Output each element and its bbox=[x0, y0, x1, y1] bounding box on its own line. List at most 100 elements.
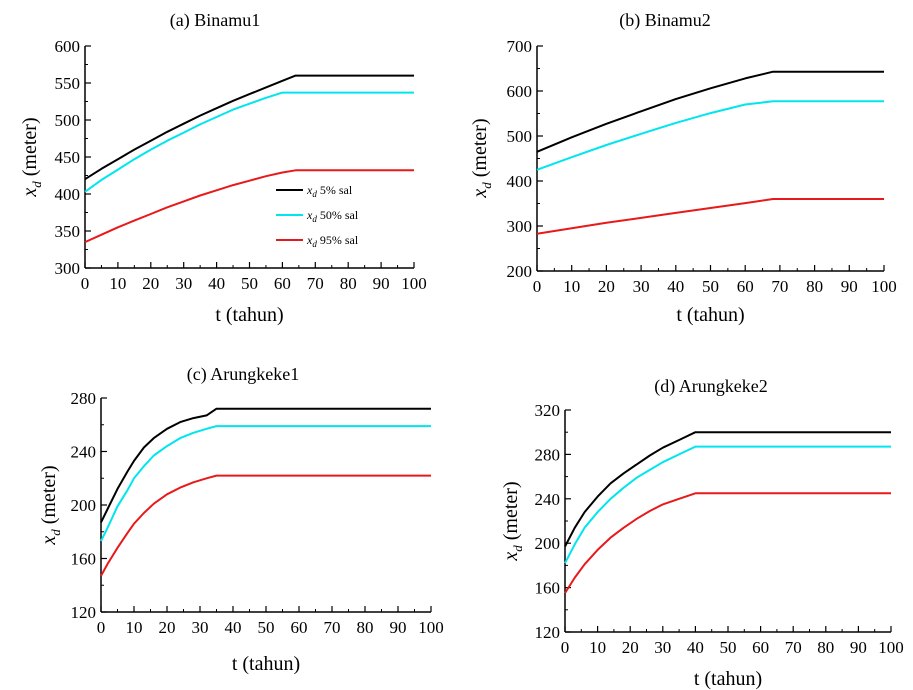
series-line-p95 bbox=[100, 474, 431, 577]
x-tick-label: 60 bbox=[274, 274, 291, 293]
series-line-p5 bbox=[536, 70, 884, 153]
x-tick-label: 90 bbox=[850, 638, 867, 657]
x-tick-label: 70 bbox=[785, 638, 802, 657]
x-tick-label: 70 bbox=[324, 618, 341, 637]
y-tick-label: 120 bbox=[535, 623, 561, 642]
y-tick-label: 500 bbox=[55, 111, 81, 130]
x-tick-label: 90 bbox=[373, 274, 390, 293]
x-tick-label: 100 bbox=[878, 638, 904, 657]
series-line-p95 bbox=[564, 492, 891, 594]
y-tick-label: 160 bbox=[71, 550, 97, 569]
x-axis-label: t (tahun) bbox=[232, 653, 300, 675]
y-tick-label: 240 bbox=[535, 490, 561, 509]
y-tick-label: 200 bbox=[535, 534, 561, 553]
y-tick-label: 280 bbox=[71, 389, 97, 408]
y-axis-label: xd (meter) bbox=[469, 118, 494, 198]
series-line-p50 bbox=[536, 100, 884, 171]
y-tick-label: 600 bbox=[507, 82, 533, 101]
panel-a: (a) Binamu1 0 10 20 30 40 50 60 70 80 90 100 300 350 4… bbox=[19, 10, 427, 326]
y-axis-label: xd (meter) bbox=[19, 117, 44, 197]
x-axis-label: t (tahun) bbox=[694, 668, 762, 690]
x-tick-label: 40 bbox=[208, 274, 225, 293]
x-tick-label: 100 bbox=[418, 618, 444, 637]
legend: xd 5% sal xd 50% sal xd 95% sal bbox=[276, 183, 359, 249]
y-tick-label: 300 bbox=[507, 217, 533, 236]
x-tick-label: 40 bbox=[687, 638, 704, 657]
x-axis-label: t (tahun) bbox=[215, 304, 283, 326]
panel-title: (d) Arungkeke2 bbox=[654, 376, 767, 397]
panel-b: (b) Binamu2 0 10 20 30 40 50 60 70 80 90 100 200 300 4… bbox=[469, 10, 897, 326]
x-tick-label: 0 bbox=[97, 618, 106, 637]
x-tick-label: 10 bbox=[126, 618, 143, 637]
x-tick-label: 80 bbox=[340, 274, 357, 293]
x-tick-label: 60 bbox=[737, 277, 754, 296]
y-tick-label: 350 bbox=[55, 222, 81, 241]
y-tick-label: 500 bbox=[507, 127, 533, 146]
y-tick-label: 160 bbox=[535, 579, 561, 598]
y-tick-label: 200 bbox=[507, 262, 533, 281]
panel-d: (d) Arungkeke2 0 10 20 30 40 50 60 70 80 90 100 120 1… bbox=[500, 376, 904, 690]
y-tick-label: 200 bbox=[71, 496, 97, 515]
series-line-p95 bbox=[84, 169, 414, 244]
x-tick-label: 80 bbox=[357, 618, 374, 637]
series-line-p5 bbox=[84, 74, 414, 181]
y-tick-label: 400 bbox=[55, 185, 81, 204]
y-tick-label: 240 bbox=[71, 443, 97, 462]
x-tick-label: 100 bbox=[401, 274, 427, 293]
x-tick-label: 60 bbox=[291, 618, 308, 637]
x-tick-label: 0 bbox=[81, 274, 90, 293]
x-axis-label: t (tahun) bbox=[676, 304, 744, 326]
y-tick-label: 400 bbox=[507, 172, 533, 191]
x-tick-label: 20 bbox=[142, 274, 159, 293]
x-tick-label: 90 bbox=[841, 277, 858, 296]
y-tick-label: 700 bbox=[507, 37, 533, 56]
x-tick-label: 50 bbox=[720, 638, 737, 657]
series-line-p5 bbox=[100, 407, 431, 523]
x-tick-label: 10 bbox=[109, 274, 126, 293]
panel-title: (c) Arungkeke1 bbox=[187, 364, 299, 385]
x-tick-label: 20 bbox=[622, 638, 639, 657]
x-tick-label: 60 bbox=[752, 638, 769, 657]
x-tick-label: 70 bbox=[307, 274, 324, 293]
y-tick-label: 120 bbox=[71, 603, 97, 622]
x-tick-label: 0 bbox=[561, 638, 570, 657]
y-tick-label: 300 bbox=[55, 259, 81, 278]
y-tick-label: 280 bbox=[535, 445, 561, 464]
series-line-p50 bbox=[564, 445, 891, 564]
x-tick-label: 30 bbox=[192, 618, 209, 637]
y-tick-label: 450 bbox=[55, 148, 81, 167]
x-tick-label: 30 bbox=[654, 638, 671, 657]
y-axis-label: xd (meter) bbox=[500, 481, 525, 561]
legend-label: xd 5% sal bbox=[306, 183, 353, 199]
x-tick-label: 70 bbox=[771, 277, 788, 296]
series-line-p50 bbox=[84, 91, 414, 193]
x-tick-label: 100 bbox=[871, 277, 897, 296]
series-line-p5 bbox=[564, 431, 891, 547]
x-tick-label: 80 bbox=[806, 277, 823, 296]
x-tick-label: 10 bbox=[589, 638, 606, 657]
x-tick-label: 20 bbox=[159, 618, 176, 637]
x-tick-label: 30 bbox=[633, 277, 650, 296]
x-tick-label: 50 bbox=[702, 277, 719, 296]
y-tick-label: 550 bbox=[55, 74, 81, 93]
x-tick-label: 20 bbox=[598, 277, 615, 296]
x-tick-label: 30 bbox=[175, 274, 192, 293]
x-tick-label: 90 bbox=[390, 618, 407, 637]
series-line-p50 bbox=[100, 425, 431, 542]
x-tick-label: 50 bbox=[258, 618, 275, 637]
y-axis-label: xd (meter) bbox=[38, 465, 63, 545]
y-tick-label: 600 bbox=[55, 37, 81, 56]
x-tick-label: 10 bbox=[563, 277, 580, 296]
legend-label: xd 50% sal bbox=[306, 208, 359, 224]
legend-label: xd 95% sal bbox=[306, 233, 359, 249]
panel-c: (c) Arungkeke1 0 10 20 30 40 50 60 70 80 90 100 120 1… bbox=[38, 364, 444, 675]
x-tick-label: 50 bbox=[241, 274, 258, 293]
panel-title: (b) Binamu2 bbox=[619, 10, 711, 31]
panel-title: (a) Binamu1 bbox=[170, 10, 260, 31]
y-tick-label: 320 bbox=[535, 401, 561, 420]
x-tick-label: 40 bbox=[225, 618, 242, 637]
x-tick-label: 40 bbox=[667, 277, 684, 296]
x-tick-label: 0 bbox=[533, 277, 542, 296]
x-tick-label: 80 bbox=[817, 638, 834, 657]
